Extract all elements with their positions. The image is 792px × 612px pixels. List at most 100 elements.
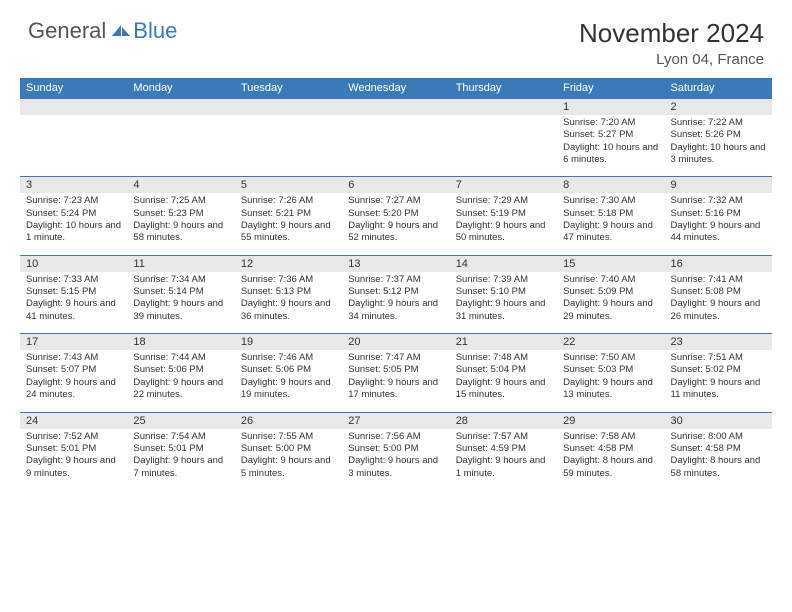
sunrise-text: Sunrise: 7:43 AM: [26, 352, 121, 364]
sunrise-text: Sunrise: 7:44 AM: [133, 352, 228, 364]
day-content-cell: Sunrise: 7:34 AMSunset: 5:14 PMDaylight:…: [127, 272, 234, 334]
day-number-cell: [127, 99, 234, 116]
day-number-cell: 22: [557, 334, 664, 351]
sunrise-text: Sunrise: 7:29 AM: [456, 195, 551, 207]
day-number-cell: 28: [450, 412, 557, 429]
day-number-cell: 14: [450, 255, 557, 272]
sunrise-text: Sunrise: 7:36 AM: [241, 274, 336, 286]
sunrise-text: Sunrise: 7:47 AM: [348, 352, 443, 364]
sunset-text: Sunset: 5:27 PM: [563, 129, 658, 141]
daylight-text: Daylight: 9 hours and 17 minutes.: [348, 377, 443, 402]
day-number-cell: 30: [665, 412, 772, 429]
day-number-cell: 17: [20, 334, 127, 351]
sunset-text: Sunset: 5:08 PM: [671, 286, 766, 298]
daylight-text: Daylight: 9 hours and 41 minutes.: [26, 298, 121, 323]
day-content-cell: Sunrise: 7:39 AMSunset: 5:10 PMDaylight:…: [450, 272, 557, 334]
calendar-table: Sunday Monday Tuesday Wednesday Thursday…: [20, 78, 772, 490]
sunrise-text: Sunrise: 7:37 AM: [348, 274, 443, 286]
day-number-row: 12: [20, 99, 772, 116]
sunset-text: Sunset: 5:10 PM: [456, 286, 551, 298]
daylight-text: Daylight: 9 hours and 7 minutes.: [133, 455, 228, 480]
day-content-cell: Sunrise: 8:00 AMSunset: 4:58 PMDaylight:…: [665, 429, 772, 490]
day-content-cell: Sunrise: 7:36 AMSunset: 5:13 PMDaylight:…: [235, 272, 342, 334]
logo-text-blue: Blue: [133, 18, 177, 44]
title-block: November 2024 Lyon 04, France: [579, 18, 764, 68]
day-content-cell: Sunrise: 7:33 AMSunset: 5:15 PMDaylight:…: [20, 272, 127, 334]
day-header: Saturday: [665, 78, 772, 99]
day-header: Friday: [557, 78, 664, 99]
day-content-cell: Sunrise: 7:20 AMSunset: 5:27 PMDaylight:…: [557, 115, 664, 177]
sunset-text: Sunset: 5:16 PM: [671, 208, 766, 220]
sunset-text: Sunset: 4:59 PM: [456, 443, 551, 455]
sunrise-text: Sunrise: 7:40 AM: [563, 274, 658, 286]
day-number-cell: 15: [557, 255, 664, 272]
day-content-cell: Sunrise: 7:55 AMSunset: 5:00 PMDaylight:…: [235, 429, 342, 490]
daylight-text: Daylight: 9 hours and 52 minutes.: [348, 220, 443, 245]
sunrise-text: Sunrise: 7:39 AM: [456, 274, 551, 286]
day-content-cell: Sunrise: 7:37 AMSunset: 5:12 PMDaylight:…: [342, 272, 449, 334]
sunrise-text: Sunrise: 7:30 AM: [563, 195, 658, 207]
day-header: Sunday: [20, 78, 127, 99]
sunrise-text: Sunrise: 7:41 AM: [671, 274, 766, 286]
sunrise-text: Sunrise: 7:22 AM: [671, 117, 766, 129]
day-number-cell: 10: [20, 255, 127, 272]
day-number-cell: 4: [127, 177, 234, 194]
sunrise-text: Sunrise: 7:34 AM: [133, 274, 228, 286]
day-number-cell: 24: [20, 412, 127, 429]
sunrise-text: Sunrise: 7:26 AM: [241, 195, 336, 207]
day-content-cell: Sunrise: 7:57 AMSunset: 4:59 PMDaylight:…: [450, 429, 557, 490]
sunset-text: Sunset: 5:00 PM: [348, 443, 443, 455]
day-content-cell: Sunrise: 7:23 AMSunset: 5:24 PMDaylight:…: [20, 193, 127, 255]
logo: General Blue: [28, 18, 177, 44]
daylight-text: Daylight: 9 hours and 13 minutes.: [563, 377, 658, 402]
daylight-text: Daylight: 9 hours and 1 minute.: [456, 455, 551, 480]
daylight-text: Daylight: 9 hours and 39 minutes.: [133, 298, 228, 323]
day-content-cell: [342, 115, 449, 177]
sunrise-text: Sunrise: 7:51 AM: [671, 352, 766, 364]
sunset-text: Sunset: 5:07 PM: [26, 364, 121, 376]
sunset-text: Sunset: 5:01 PM: [26, 443, 121, 455]
day-number-cell: 18: [127, 334, 234, 351]
day-content-cell: Sunrise: 7:22 AMSunset: 5:26 PMDaylight:…: [665, 115, 772, 177]
day-number-cell: 6: [342, 177, 449, 194]
sunset-text: Sunset: 5:01 PM: [133, 443, 228, 455]
sunset-text: Sunset: 5:24 PM: [26, 208, 121, 220]
daylight-text: Daylight: 9 hours and 58 minutes.: [133, 220, 228, 245]
daylight-text: Daylight: 9 hours and 47 minutes.: [563, 220, 658, 245]
daylight-text: Daylight: 9 hours and 22 minutes.: [133, 377, 228, 402]
day-content-cell: Sunrise: 7:48 AMSunset: 5:04 PMDaylight:…: [450, 350, 557, 412]
sunset-text: Sunset: 5:12 PM: [348, 286, 443, 298]
day-content-row: Sunrise: 7:20 AMSunset: 5:27 PMDaylight:…: [20, 115, 772, 177]
day-header: Tuesday: [235, 78, 342, 99]
sunrise-text: Sunrise: 7:27 AM: [348, 195, 443, 207]
day-number-cell: 19: [235, 334, 342, 351]
day-header: Wednesday: [342, 78, 449, 99]
daylight-text: Daylight: 9 hours and 34 minutes.: [348, 298, 443, 323]
day-number-cell: 7: [450, 177, 557, 194]
sunset-text: Sunset: 5:06 PM: [241, 364, 336, 376]
sunrise-text: Sunrise: 7:46 AM: [241, 352, 336, 364]
day-content-cell: Sunrise: 7:27 AMSunset: 5:20 PMDaylight:…: [342, 193, 449, 255]
sunrise-text: Sunrise: 7:55 AM: [241, 431, 336, 443]
daylight-text: Daylight: 9 hours and 19 minutes.: [241, 377, 336, 402]
location-label: Lyon 04, France: [579, 51, 764, 68]
day-header-row: Sunday Monday Tuesday Wednesday Thursday…: [20, 78, 772, 99]
day-header: Thursday: [450, 78, 557, 99]
sunrise-text: Sunrise: 7:56 AM: [348, 431, 443, 443]
sunrise-text: Sunrise: 7:48 AM: [456, 352, 551, 364]
calendar-body: 12 Sunrise: 7:20 AMSunset: 5:27 PMDaylig…: [20, 99, 772, 490]
daylight-text: Daylight: 9 hours and 11 minutes.: [671, 377, 766, 402]
day-number-cell: 20: [342, 334, 449, 351]
sunrise-text: Sunrise: 7:23 AM: [26, 195, 121, 207]
sunrise-text: Sunrise: 7:33 AM: [26, 274, 121, 286]
day-content-cell: Sunrise: 7:32 AMSunset: 5:16 PMDaylight:…: [665, 193, 772, 255]
sunset-text: Sunset: 5:09 PM: [563, 286, 658, 298]
day-content-cell: Sunrise: 7:58 AMSunset: 4:58 PMDaylight:…: [557, 429, 664, 490]
sunrise-text: Sunrise: 7:32 AM: [671, 195, 766, 207]
day-content-cell: Sunrise: 7:50 AMSunset: 5:03 PMDaylight:…: [557, 350, 664, 412]
day-number-row: 24252627282930: [20, 412, 772, 429]
daylight-text: Daylight: 8 hours and 58 minutes.: [671, 455, 766, 480]
day-number-cell: 9: [665, 177, 772, 194]
day-content-cell: Sunrise: 7:44 AMSunset: 5:06 PMDaylight:…: [127, 350, 234, 412]
sunset-text: Sunset: 4:58 PM: [563, 443, 658, 455]
